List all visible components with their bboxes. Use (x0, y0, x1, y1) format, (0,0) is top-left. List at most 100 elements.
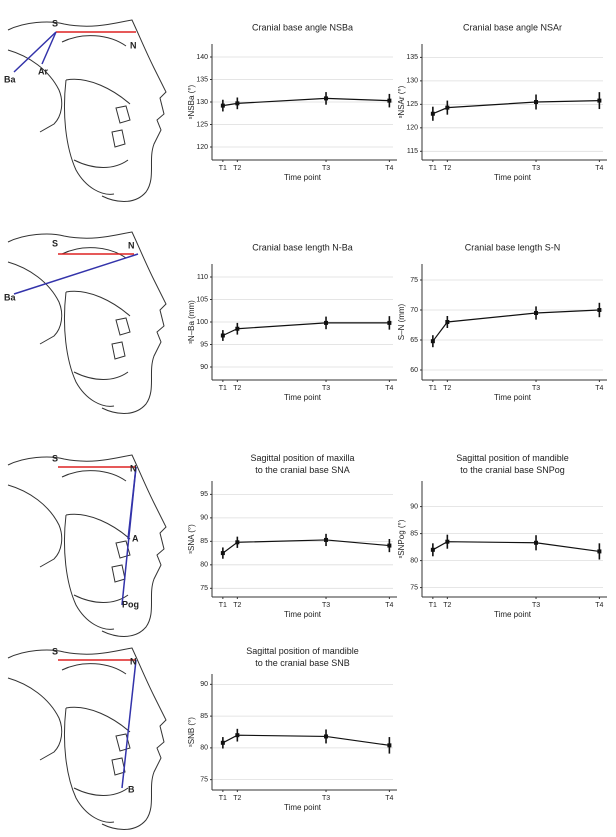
y-tick-label: 125 (406, 101, 418, 108)
y-tick-label: 75 (410, 277, 418, 284)
diagram: S N Ba Ar (4, 18, 167, 202)
x-tick-label: T1 (219, 165, 227, 172)
x-tick-label: T2 (233, 602, 241, 609)
y-tick-label: 120 (406, 125, 418, 132)
x-axis-label: Time point (284, 393, 322, 402)
mean-line (432, 309, 600, 342)
y-tick-label: 80 (200, 745, 208, 752)
landmark-label: N (128, 240, 135, 250)
x-tick-label: T4 (385, 165, 393, 172)
x-tick-label: T1 (219, 795, 227, 802)
title-line: Sagittal position of mandible (246, 646, 359, 656)
y-tick-label: 130 (406, 78, 418, 85)
x-tick-label: T1 (219, 385, 227, 392)
title-line: to the cranial base SNPog (460, 465, 565, 475)
chart-title: Cranial base angle NSBa (252, 22, 353, 32)
x-tick-label: T4 (595, 165, 603, 172)
y-tick-label: 85 (200, 538, 208, 545)
mean-point (387, 543, 392, 548)
mean-point (387, 320, 392, 325)
mean-point (220, 740, 225, 745)
x-tick-label: T2 (443, 602, 451, 609)
y-tick-label: 130 (196, 99, 208, 106)
mean-point (235, 540, 240, 545)
x-tick-label: T1 (429, 602, 437, 609)
y-tick-label: 125 (196, 121, 208, 128)
mean-point (534, 311, 539, 315)
mean-point (430, 547, 435, 552)
x-tick-label: T4 (385, 795, 393, 802)
mean-line (222, 97, 390, 107)
y-tick-label: 75 (200, 776, 208, 783)
landmark-label: Ar (38, 66, 48, 76)
mean-point (445, 105, 450, 110)
x-tick-label: T3 (322, 165, 330, 172)
y-tick-label: 110 (197, 274, 208, 281)
mean-line (222, 734, 390, 746)
landmark-label: S (52, 453, 58, 463)
chart-title: Sagittal position of mandible to the cran… (456, 453, 569, 475)
landmark-label: N (130, 40, 137, 50)
mean-point (430, 111, 435, 116)
landmark-label: N (130, 463, 137, 473)
y-axis-label: ˢSNB (°) (187, 717, 196, 747)
landmark-label: B (128, 784, 135, 794)
y-tick-label: 85 (200, 713, 208, 720)
mean-point (387, 98, 392, 103)
mean-point (235, 733, 240, 738)
mean-line (432, 541, 600, 553)
mean-line (222, 322, 390, 337)
x-tick-label: T2 (233, 385, 241, 392)
y-tick-label: 65 (410, 337, 418, 344)
title-line: Sagittal position of mandible (456, 453, 569, 463)
landmark-label: N (130, 656, 137, 666)
mean-point (597, 98, 602, 103)
mean-point (235, 101, 240, 106)
diagram: S N A Pog (7, 453, 167, 637)
x-tick-label: T1 (429, 165, 437, 172)
x-axis-label: Time point (494, 610, 532, 619)
title-line: Sagittal position of maxilla (250, 453, 354, 463)
mean-point (324, 537, 329, 542)
chart-title: Cranial base length S-N (465, 242, 561, 252)
x-tick-label: T1 (429, 385, 437, 392)
x-axis-label: Time point (494, 173, 532, 182)
y-tick-label: 135 (406, 54, 418, 61)
mean-point (445, 539, 450, 544)
mean-point (597, 308, 602, 312)
x-tick-label: T3 (322, 602, 330, 609)
y-tick-label: 90 (410, 503, 418, 510)
x-tick-label: T3 (532, 385, 540, 392)
y-tick-label: 80 (200, 562, 208, 569)
x-tick-label: T4 (385, 602, 393, 609)
x-tick-label: T1 (219, 602, 227, 609)
x-tick-label: T2 (233, 165, 241, 172)
y-tick-label: 120 (196, 144, 208, 151)
title-line: to the cranial base SNB (255, 658, 350, 668)
landmark-label: S (52, 238, 58, 248)
x-tick-label: T4 (595, 385, 603, 392)
landmark-label: S (52, 646, 58, 656)
mean-point (445, 320, 450, 324)
mean-point (534, 100, 539, 104)
title-line: to the cranial base SNA (255, 465, 350, 475)
x-tick-label: T2 (443, 165, 451, 172)
mean-point (324, 96, 329, 101)
mean-line (222, 539, 390, 554)
diagram: S N B (7, 646, 167, 830)
mean-point (324, 734, 329, 739)
y-tick-label: 75 (410, 584, 418, 591)
chart-title: Cranial base length N-Ba (252, 242, 353, 252)
y-tick-label: 90 (200, 364, 208, 371)
y-tick-label: 140 (196, 54, 208, 61)
y-tick-label: 90 (200, 681, 208, 688)
x-tick-label: T3 (322, 795, 330, 802)
y-tick-label: 90 (200, 515, 208, 522)
x-axis-label: Time point (284, 610, 322, 619)
x-axis-label: Time point (284, 173, 322, 182)
x-axis-label: Time point (494, 393, 532, 402)
landmark-label: Ba (4, 74, 16, 84)
y-axis-label: ˢN–Ba (mm) (187, 300, 196, 344)
x-tick-label: T4 (385, 385, 393, 392)
